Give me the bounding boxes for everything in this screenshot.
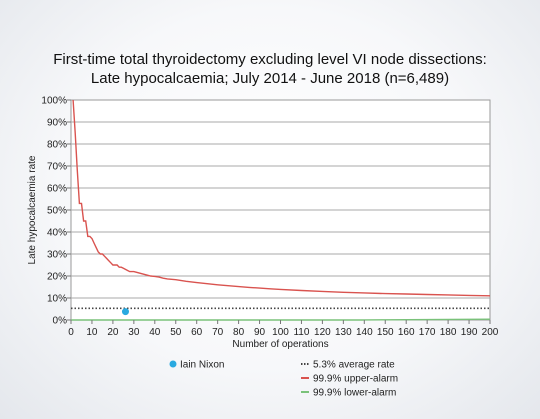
x-tick-label: 140 bbox=[356, 327, 373, 338]
legend-point-marker bbox=[169, 360, 177, 368]
y-tick-label: 10% bbox=[47, 294, 67, 305]
x-tick-label: 190 bbox=[461, 327, 478, 338]
x-tick-label: 20 bbox=[107, 327, 119, 338]
y-tick-label: 80% bbox=[47, 140, 67, 151]
x-axis-title: Number of operations bbox=[232, 339, 328, 350]
y-tick-label: 90% bbox=[47, 118, 67, 129]
x-tick-label: 160 bbox=[398, 327, 415, 338]
x-tick-label: 200 bbox=[482, 327, 499, 338]
x-tick-label: 90 bbox=[254, 327, 266, 338]
point-iain-nixon bbox=[121, 308, 129, 316]
y-axis-title: Late hypocalcaemia rate bbox=[27, 155, 38, 264]
x-tick-label: 80 bbox=[233, 327, 245, 338]
axis-layer: 0% 10% 20% 30% 40% 50% 60% 70% 80% 90% 100% 0 10 20 30… bbox=[27, 96, 499, 351]
x-tick-label: 60 bbox=[191, 327, 203, 338]
y-tick-label: 50% bbox=[47, 206, 67, 217]
99-9-lower-alarm-line bbox=[71, 318, 491, 321]
y-tick-label: 100% bbox=[41, 96, 67, 107]
y-tick-label: 0% bbox=[53, 316, 68, 327]
legend-layer: Iain Nixon 5.3% average rate 99.9% upper-a… bbox=[169, 360, 398, 399]
x-tick-label: 50 bbox=[170, 327, 182, 338]
grid-layer bbox=[71, 121, 490, 299]
y-tick-label: 30% bbox=[47, 250, 67, 261]
legend-series-label: 99.9% lower-alarm bbox=[313, 388, 396, 399]
x-tick-label: 170 bbox=[419, 327, 436, 338]
x-tick-label: 70 bbox=[212, 327, 224, 338]
x-tick-label: 10 bbox=[86, 327, 98, 338]
chart-title-line-2: Late hypocalcaemia; July 2014 - June 201… bbox=[90, 70, 450, 87]
x-tick-label: 30 bbox=[128, 327, 140, 338]
x-tick-label: 0 bbox=[68, 327, 74, 338]
x-tick-label: 110 bbox=[293, 327, 309, 338]
series-layer bbox=[71, 99, 491, 321]
chart-title-line-1: First-time total thyroidectomy excluding… bbox=[53, 51, 487, 68]
y-tick-label: 40% bbox=[47, 228, 67, 239]
y-tick-label: 60% bbox=[47, 184, 67, 195]
legend-point-label: Iain Nixon bbox=[180, 360, 224, 371]
x-tick-label: 120 bbox=[314, 327, 331, 338]
x-tick-label: 180 bbox=[440, 327, 457, 338]
99-9-upper-alarm-line bbox=[72, 99, 491, 297]
legend-series-label: 5.3% average rate bbox=[313, 360, 395, 371]
x-tick-label: 130 bbox=[335, 327, 352, 338]
x-tick-label: 40 bbox=[149, 327, 161, 338]
x-tick-label: 150 bbox=[377, 327, 394, 338]
y-tick-label: 70% bbox=[47, 162, 67, 173]
legend-series-label: 99.9% upper-alarm bbox=[313, 374, 398, 385]
y-tick-label: 20% bbox=[47, 272, 67, 283]
x-tick-label: 100 bbox=[272, 327, 289, 338]
